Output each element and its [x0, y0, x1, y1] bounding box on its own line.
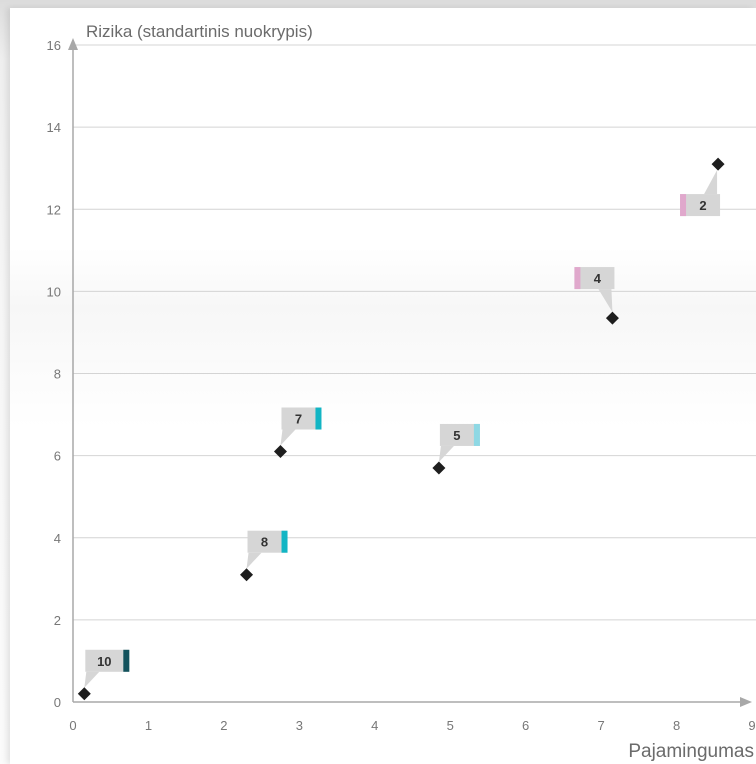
data-point-group: 5 — [432, 423, 480, 475]
y-tick-labels: 0 2 4 6 8 10 12 14 16 — [47, 38, 61, 710]
data-point-marker — [273, 445, 287, 459]
y-tick-label: 14 — [47, 120, 61, 135]
callout-box — [574, 267, 615, 290]
callout-tail — [84, 671, 100, 688]
chart-panel — [10, 8, 756, 764]
callout-tail — [246, 552, 262, 569]
point-label: 4 — [594, 271, 602, 286]
callout-tail — [704, 170, 718, 195]
data-point-marker — [711, 157, 725, 171]
x-tick-label: 0 — [69, 718, 76, 733]
x-tick-label: 7 — [597, 718, 604, 733]
callout-color-bar — [281, 530, 288, 553]
data-points: 10 8 7 5 4 2 — [77, 157, 725, 701]
axes — [68, 38, 752, 707]
data-point-marker — [605, 311, 619, 325]
data-point-marker — [240, 568, 254, 582]
callout-color-bar — [574, 267, 581, 290]
y-tick-label: 10 — [47, 284, 61, 299]
point-label: 8 — [261, 535, 268, 550]
x-axis-title: Pajamingumas — [628, 741, 754, 762]
data-point-group: 4 — [574, 267, 619, 325]
y-tick-label: 0 — [54, 695, 61, 710]
data-point-marker — [77, 687, 91, 701]
y-tick-label: 12 — [47, 202, 61, 217]
x-tick-labels: 0 1 2 3 4 5 6 7 8 9 — [69, 718, 755, 733]
callout-tail — [598, 289, 613, 313]
data-point-group: 7 — [273, 407, 322, 459]
x-tick-label: 8 — [673, 718, 680, 733]
callout-tail — [280, 429, 296, 446]
y-tick-label: 8 — [54, 367, 61, 382]
grid-lines — [73, 44, 756, 621]
callout-box — [281, 407, 322, 430]
y-tick-label: 16 — [47, 38, 61, 53]
callout-box — [680, 194, 721, 217]
y-axis-arrow-icon — [68, 38, 78, 50]
callout-box — [247, 530, 288, 553]
y-tick-label: 6 — [54, 449, 61, 464]
callout-color-bar — [680, 194, 687, 217]
x-tick-label: 1 — [145, 718, 152, 733]
y-tick-label: 2 — [54, 613, 61, 628]
point-label: 5 — [453, 428, 460, 443]
x-tick-label: 9 — [748, 718, 755, 733]
y-axis-title: Rizika (standartinis nuokrypis) — [86, 22, 313, 41]
x-axis-arrow-icon — [740, 697, 752, 707]
callout-color-bar — [123, 649, 130, 672]
data-point-group: 10 — [77, 649, 130, 701]
data-point-group: 8 — [240, 530, 288, 582]
x-tick-label: 6 — [522, 718, 529, 733]
y-tick-label: 4 — [54, 531, 61, 546]
point-label: 2 — [699, 198, 706, 213]
x-tick-label: 4 — [371, 718, 378, 733]
callout-tail — [438, 445, 454, 462]
callout-color-bar — [315, 407, 322, 430]
callout-box — [439, 423, 480, 446]
point-label: 7 — [295, 412, 302, 427]
point-label: 10 — [97, 654, 111, 669]
data-point-group: 2 — [680, 157, 725, 217]
x-tick-label: 5 — [447, 718, 454, 733]
callout-box — [85, 649, 130, 672]
x-tick-label: 3 — [296, 718, 303, 733]
data-point-marker — [432, 461, 446, 475]
callout-color-bar — [473, 423, 480, 446]
x-tick-label: 2 — [220, 718, 227, 733]
